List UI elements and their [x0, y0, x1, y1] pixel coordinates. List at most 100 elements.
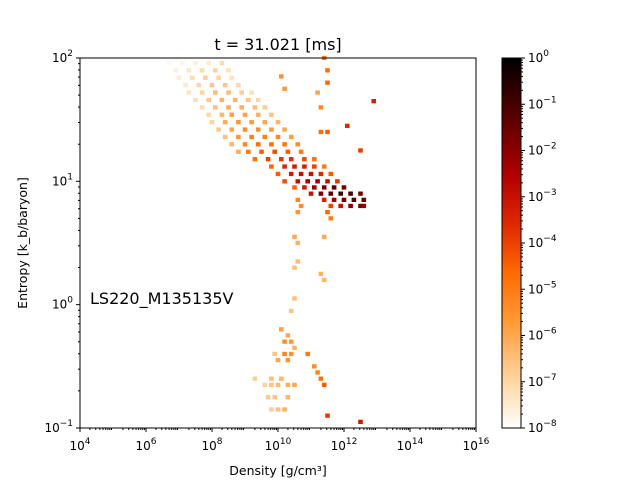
heatmap-cell [269, 142, 274, 147]
colorbar-ticks: 100 10−1 10−2 10−3 10−4 10−5 10−6 10−7 10−8 [521, 49, 557, 435]
heatmap-cell [312, 157, 317, 162]
heatmap-cell [249, 134, 254, 140]
colorbar-tick-label: 10−8 [528, 419, 557, 435]
heatmap-cell [219, 97, 225, 103]
heatmap-cell [209, 83, 215, 88]
x-axis-label: Density [g/cm³] [229, 463, 326, 478]
heatmap-cell [285, 149, 291, 154]
heatmap-cell [298, 203, 304, 209]
heatmap-cell [279, 376, 284, 381]
heatmap-cell [265, 157, 271, 162]
heatmap-cell [193, 60, 198, 66]
heatmap-cell [321, 197, 327, 202]
heatmap-cell [199, 90, 205, 95]
heatmap-cells [166, 55, 376, 424]
heatmap-cell [358, 419, 363, 424]
heatmap-cell [302, 157, 307, 162]
heatmap-cell [288, 134, 294, 140]
heatmap-cell [255, 142, 261, 147]
y-tick-label: 10−1 [44, 419, 73, 435]
heatmap-cell [328, 171, 334, 177]
heatmap-cell [213, 68, 218, 73]
x-tick-label: 106 [135, 437, 156, 453]
heatmap-cell [262, 134, 268, 140]
heatmap-cell [275, 171, 281, 177]
heatmap-cell [275, 134, 281, 140]
heatmap-cell [288, 308, 294, 313]
heatmap-cell [269, 376, 274, 381]
heatmap-cell [252, 105, 258, 110]
heatmap-cell [239, 90, 244, 95]
x-tick-label: 1012 [331, 437, 358, 453]
heatmap-cell [226, 105, 231, 110]
heatmap-cell [318, 191, 324, 196]
heatmap-cell [180, 60, 185, 66]
heatmap-cell [186, 90, 192, 95]
heatmap-cell [229, 112, 235, 117]
heatmap-cell [282, 407, 287, 412]
heatmap-cell [328, 191, 334, 196]
heatmap-cell [331, 185, 337, 190]
x-tick-label: 1010 [265, 437, 292, 453]
heatmap-cell [285, 395, 291, 400]
heatmap-cell [226, 90, 231, 95]
heatmap-cell [279, 74, 284, 79]
heatmap-cell [285, 358, 291, 363]
heatmap-cell [325, 80, 330, 85]
heatmap-cell [318, 271, 324, 276]
heatmap-cell [325, 210, 330, 215]
heatmap-cell [341, 197, 347, 202]
heatmap-cell [358, 203, 363, 209]
x-tick-label: 1014 [397, 437, 424, 453]
heatmap-cell [269, 407, 274, 412]
heatmap-cell [288, 171, 294, 177]
heatmap-cell [236, 120, 241, 125]
heatmap-cell [308, 191, 314, 196]
heatmap-cell [312, 164, 317, 169]
heatmap-cell [222, 120, 228, 125]
heatmap-cell [279, 157, 284, 162]
heatmap-cell [315, 90, 320, 95]
heatmap-cell [206, 97, 211, 103]
heatmap-cell [262, 120, 268, 125]
heatmap-cell [189, 75, 195, 80]
heatmap-cell [242, 127, 248, 132]
heatmap-cell [213, 90, 218, 95]
heatmap-cell [282, 86, 287, 91]
heatmap-cell [262, 105, 268, 110]
heatmap-cell [275, 358, 281, 363]
heatmap-cell [328, 203, 334, 209]
y-axis-label: Entropy [k_b/baryon] [15, 177, 30, 309]
heatmap-cell [282, 179, 287, 184]
heatmap-cell [325, 68, 330, 73]
heatmap-cell [285, 333, 291, 338]
heatmap-cell [275, 407, 281, 412]
colorbar-tick-label: 10−2 [528, 142, 557, 158]
heatmap-cell [305, 351, 310, 357]
heatmap-cell [338, 203, 343, 209]
y-tick-label: 100 [52, 296, 73, 312]
heatmap-cell [269, 127, 274, 132]
heatmap-cell [246, 97, 251, 103]
heatmap-cell [321, 277, 327, 283]
heatmap-cell [213, 105, 218, 110]
heatmap-cell [361, 203, 367, 209]
heatmap-cell [312, 364, 317, 369]
heatmap-cell [255, 112, 261, 117]
heatmap-cell [196, 83, 202, 88]
heatmap-cell [325, 179, 330, 184]
heatmap-cell [209, 120, 215, 125]
colorbar-tick-label: 10−4 [528, 234, 557, 250]
annotation-label: LS220_M135135V [90, 289, 233, 309]
heatmap-cell [292, 185, 297, 190]
heatmap-cell [229, 142, 235, 147]
heatmap-cell [338, 191, 343, 196]
heatmap-cell [295, 142, 301, 147]
heatmap-cell [279, 327, 284, 332]
heatmap-cell [341, 185, 347, 190]
heatmap-cell [219, 112, 225, 117]
heatmap-cell [348, 191, 353, 196]
heatmap-cell [288, 157, 294, 162]
heatmap-cell [325, 129, 330, 135]
heatmap-cell [285, 382, 291, 387]
